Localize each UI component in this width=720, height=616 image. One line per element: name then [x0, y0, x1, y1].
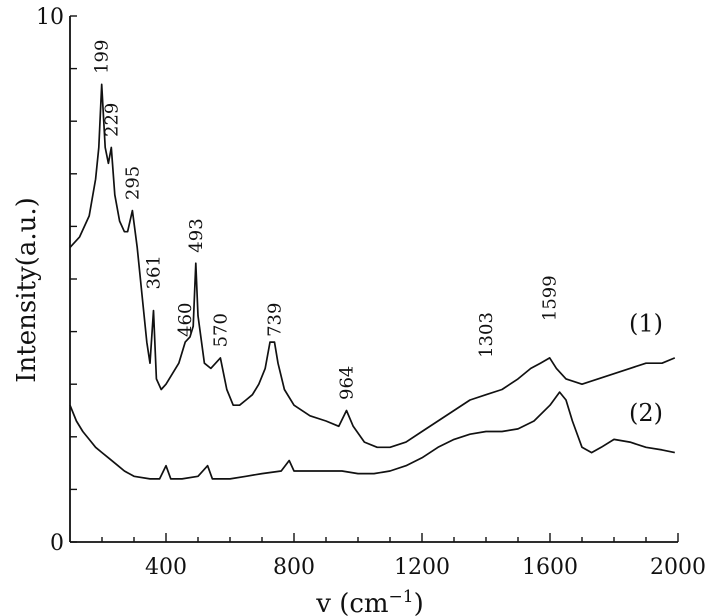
x-axis-title-close: ) — [414, 589, 424, 616]
peak-label: 570 — [210, 313, 231, 347]
x-tick-label: 1200 — [394, 555, 450, 580]
series-label: (1) — [629, 310, 663, 338]
peak-label: 199 — [92, 40, 113, 74]
axes: 10 0 400 800 1200 1600 2000 — [36, 5, 706, 580]
x-tick-label: 800 — [273, 555, 315, 580]
peak-label: 460 — [175, 303, 196, 337]
y-tick-label: 10 — [36, 5, 64, 30]
y-tick-label: 0 — [50, 531, 64, 556]
series-label: (2) — [629, 399, 663, 427]
series-line-2 — [69, 391, 675, 480]
peak-label: 739 — [265, 303, 286, 337]
series-line-1 — [69, 83, 676, 449]
x-axis-title: v (cm−1) — [315, 587, 424, 616]
peak-label: 493 — [186, 218, 207, 252]
peak-label: 229 — [101, 103, 122, 137]
x-tick-label: 2000 — [650, 555, 706, 580]
peak-label: 964 — [337, 366, 358, 400]
series-layer — [69, 83, 676, 480]
peak-label: 361 — [144, 255, 165, 289]
labels-layer: 199 229 295 361 460 493 570 739 964 1303 1599 (1) (2… — [92, 40, 663, 427]
x-axis-title-main: v (cm — [315, 589, 388, 616]
peak-label: 295 — [122, 166, 143, 200]
x-tick-label: 1600 — [522, 555, 578, 580]
x-axis-title-superscript: −1 — [389, 587, 414, 607]
peak-label: 1599 — [540, 275, 561, 321]
peak-label: 1303 — [476, 312, 497, 358]
y-axis-title: Intensity(a.u.) — [12, 197, 42, 382]
x-tick-label: 400 — [145, 555, 187, 580]
